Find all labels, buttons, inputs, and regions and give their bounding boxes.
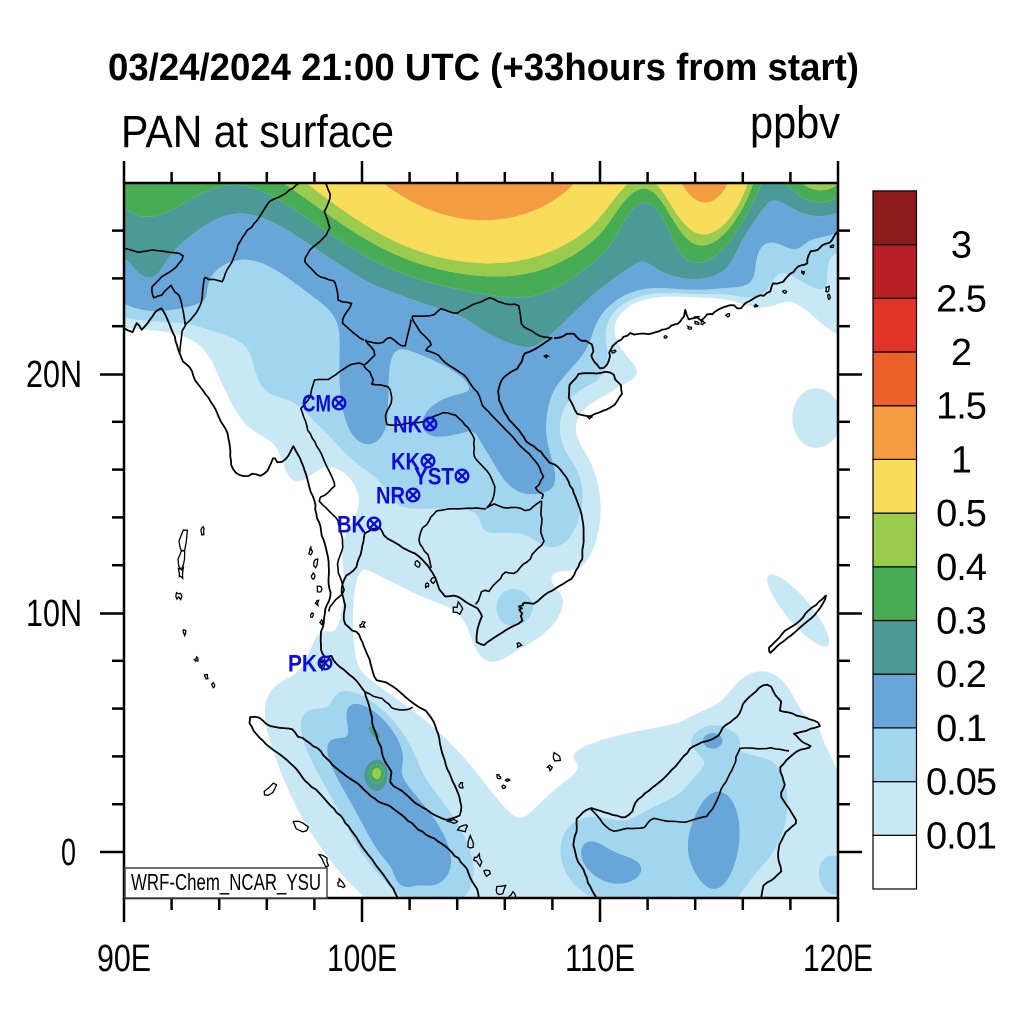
svg-text:KK: KK <box>391 449 421 476</box>
svg-text:0.1: 0.1 <box>936 708 986 750</box>
svg-text:CM: CM <box>302 391 331 418</box>
svg-text:PK: PK <box>288 651 318 678</box>
svg-text:0.05: 0.05 <box>926 762 996 804</box>
svg-text:0.4: 0.4 <box>936 547 987 589</box>
svg-text:0.01: 0.01 <box>926 815 996 857</box>
svg-text:YST: YST <box>414 464 454 491</box>
svg-text:1.5: 1.5 <box>936 386 986 428</box>
svg-text:ppbv: ppbv <box>750 97 840 148</box>
svg-text:NR: NR <box>376 483 405 510</box>
svg-text:20N: 20N <box>26 354 82 396</box>
svg-text:0.2: 0.2 <box>936 654 986 696</box>
svg-text:NK: NK <box>393 412 423 439</box>
svg-text:2: 2 <box>951 332 971 374</box>
svg-text:WRF-Chem_NCAR_YSU: WRF-Chem_NCAR_YSU <box>131 869 321 895</box>
svg-text:BK: BK <box>337 512 367 539</box>
svg-text:PAN at surface: PAN at surface <box>121 106 394 157</box>
svg-text:03/24/2024 21:00 UTC (+33hours: 03/24/2024 21:00 UTC (+33hours from star… <box>108 47 859 89</box>
svg-text:110E: 110E <box>565 938 635 980</box>
svg-text:10N: 10N <box>26 593 82 635</box>
svg-text:100E: 100E <box>327 938 397 980</box>
svg-text:90E: 90E <box>97 938 151 980</box>
svg-text:120E: 120E <box>803 938 873 980</box>
svg-text:0.5: 0.5 <box>936 493 986 535</box>
svg-text:3: 3 <box>951 225 971 267</box>
svg-text:0: 0 <box>61 832 76 874</box>
svg-text:2.5: 2.5 <box>936 278 986 320</box>
svg-text:1: 1 <box>951 439 971 481</box>
svg-text:0.3: 0.3 <box>936 601 986 643</box>
